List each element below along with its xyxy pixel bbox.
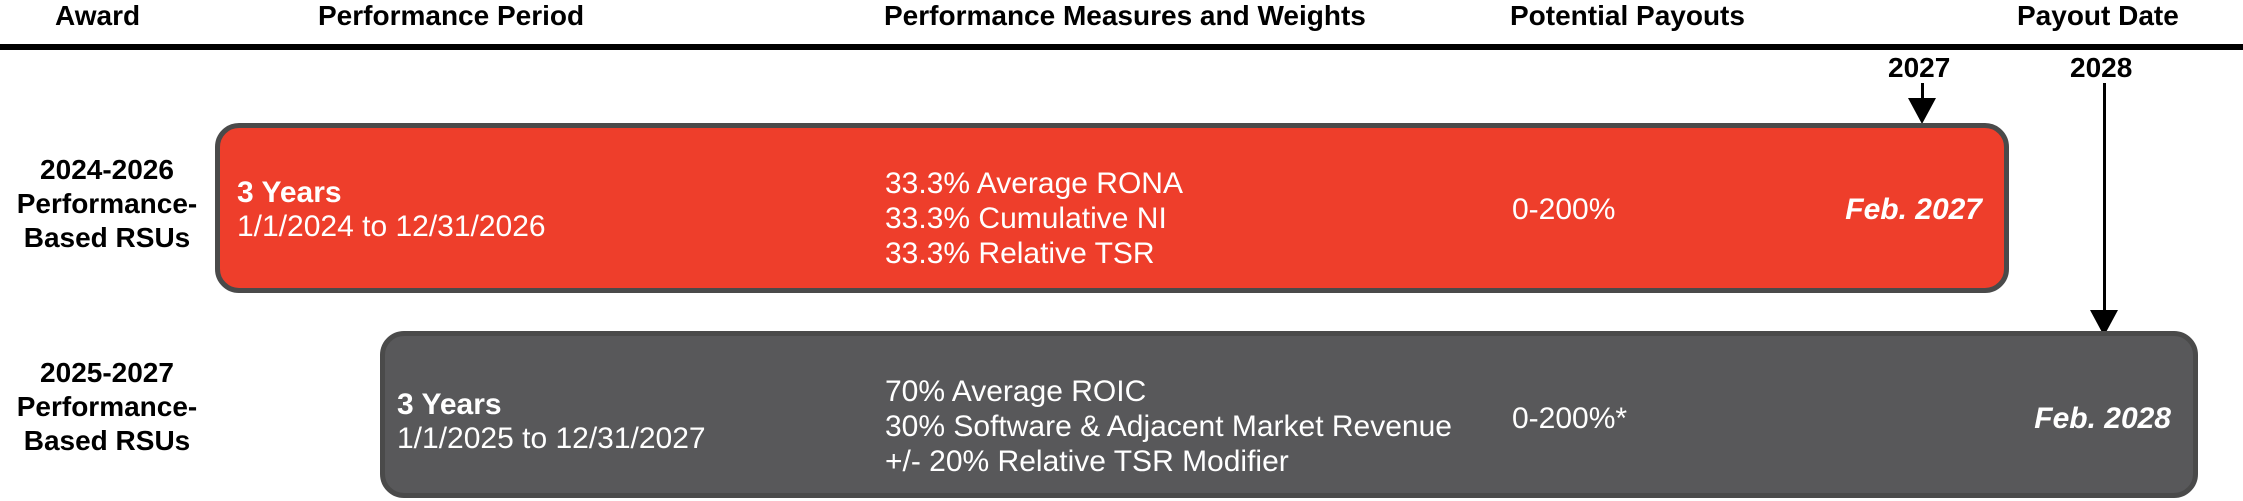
marker-line-2027 [1921, 83, 1924, 101]
performance-measures: 70% Average ROIC 30% Software & Adjacent… [885, 374, 1452, 479]
header-rule [0, 44, 2243, 50]
marker-year-2028: 2028 [2070, 52, 2133, 83]
arrow-down-icon-2027 [1908, 98, 1936, 124]
potential-payout: 0-200%* [1512, 402, 1628, 435]
award-label-row-2: 2025-2027 Performance- Based RSUs [0, 356, 214, 458]
payout-date: Feb. 2028 [2034, 402, 2171, 435]
award-line: 2025-2027 [40, 357, 174, 388]
period-dates: 1/1/2024 to 12/31/2026 [237, 210, 546, 243]
award-bar-2024-2026: 3 Years 1/1/2024 to 12/31/2026 33.3% Ave… [215, 123, 2009, 293]
header-measures: Performance Measures and Weights [884, 0, 1366, 31]
award-line: Based RSUs [23, 222, 191, 253]
award-line: Based RSUs [23, 425, 191, 456]
performance-period: 3 Years 1/1/2024 to 12/31/2026 [237, 176, 546, 244]
award-label-row-1: 2024-2026 Performance- Based RSUs [0, 153, 214, 255]
period-dates: 1/1/2025 to 12/31/2027 [397, 422, 706, 455]
marker-line-2028 [2103, 83, 2106, 313]
performance-measures: 33.3% Average RONA 33.3% Cumulative NI 3… [885, 166, 1183, 271]
potential-payout: 0-200% [1512, 193, 1616, 226]
measure-item: 33.3% Relative TSR [885, 237, 1155, 270]
measure-item: 33.3% Average RONA [885, 167, 1183, 200]
award-line: 2024-2026 [40, 154, 174, 185]
measure-item: 30% Software & Adjacent Market Revenue [885, 410, 1452, 443]
measure-item: 33.3% Cumulative NI [885, 202, 1167, 235]
header-potential-payouts: Potential Payouts [1510, 0, 1745, 31]
award-line: Performance- [16, 391, 198, 422]
marker-year-2027: 2027 [1888, 52, 1951, 83]
header-payout-date: Payout Date [2017, 0, 2179, 31]
period-duration: 3 Years [237, 176, 342, 209]
measure-item: +/- 20% Relative TSR Modifier [885, 445, 1289, 478]
period-duration: 3 Years [397, 388, 502, 421]
award-line: Performance- [16, 188, 198, 219]
performance-period: 3 Years 1/1/2025 to 12/31/2027 [397, 388, 706, 456]
header-performance-period: Performance Period [318, 0, 585, 31]
measure-item: 70% Average ROIC [885, 375, 1147, 408]
header-award: Award [55, 0, 141, 31]
award-bar-2025-2027: 3 Years 1/1/2025 to 12/31/2027 70% Avera… [380, 331, 2198, 498]
payout-date: Feb. 2027 [1845, 193, 1982, 226]
